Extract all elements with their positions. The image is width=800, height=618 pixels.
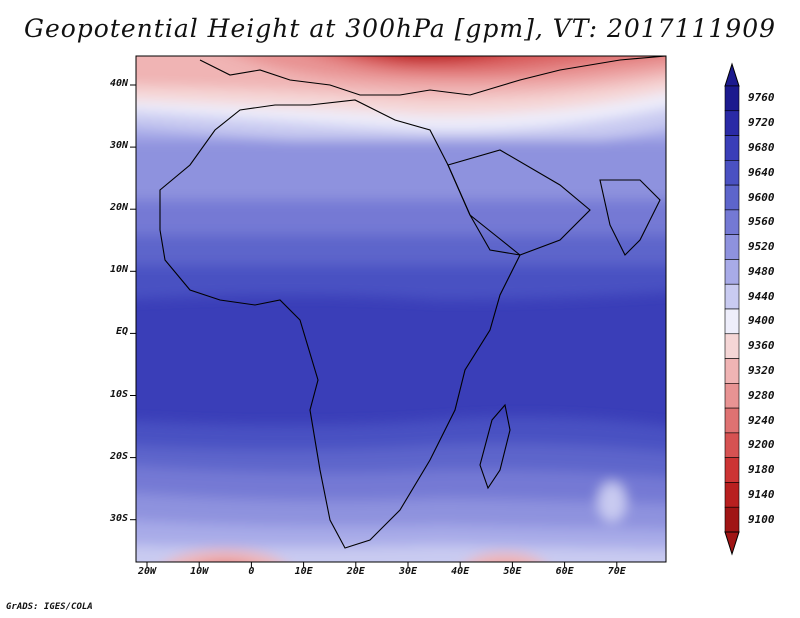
colorbar-segment — [724, 457, 740, 483]
colorbar-segment — [724, 85, 740, 112]
colorbar-level-label: 9720 — [748, 116, 775, 130]
colorbar-segment — [724, 432, 740, 458]
band-north-9200 — [348, 56, 555, 67]
colorbar-level-label: 9480 — [748, 264, 775, 278]
longitude-label: 10E — [294, 566, 313, 577]
latitude-label: 20N — [109, 202, 128, 214]
longitude-ticks — [146, 562, 618, 568]
indian-ocean-patch — [598, 482, 626, 522]
colorbar-level-label: 9100 — [748, 512, 775, 526]
colorbar-segment — [724, 333, 740, 359]
colorbar-segment — [724, 358, 740, 384]
longitude-label: 20W — [137, 566, 157, 577]
longitude-label: 40E — [451, 566, 470, 577]
colorbar-level-label: 9200 — [748, 438, 775, 452]
colorbar-extend-min — [724, 531, 740, 556]
south-core-west-9360 — [169, 550, 281, 562]
colorbar-level-label: 9560 — [748, 215, 775, 229]
colorbar-segment — [724, 209, 740, 235]
colorbar-level-label: 9760 — [748, 91, 775, 105]
colorbar-segment — [724, 283, 740, 310]
arabian-peninsula-coastline — [447, 149, 591, 256]
colorbar-segment — [724, 308, 740, 335]
latitude-ticks — [130, 84, 136, 521]
colorbar-level-label: 9240 — [748, 413, 775, 427]
colorbar-segment — [724, 110, 740, 136]
latitude-label: 20S — [109, 450, 128, 462]
colorbar-segment — [724, 234, 740, 260]
longitude-label: 20E — [346, 566, 365, 577]
madagascar-coastline — [479, 403, 511, 490]
longitude-label: 50E — [503, 566, 522, 577]
colorbar-level-label: 9360 — [748, 339, 775, 353]
longitude-label: 10W — [190, 566, 209, 577]
colorbar-segment — [724, 160, 740, 186]
longitude-label: 60E — [555, 566, 574, 577]
latitude-label: 30S — [109, 512, 128, 524]
colorbar-segment — [724, 407, 740, 434]
colorbar-level-label: 9140 — [748, 487, 775, 501]
longitude-label: 30E — [398, 566, 418, 577]
colorbar-extend-max — [724, 62, 740, 87]
colorbar-level-label: 9180 — [748, 463, 775, 477]
colorbar-segment — [724, 506, 740, 533]
colorbar-level-label: 9320 — [748, 363, 775, 377]
map-frame — [135, 55, 667, 563]
latitude-label: 10S — [109, 388, 128, 400]
band-tropics-9640 — [136, 265, 666, 300]
colorbar-level-label: 9280 — [748, 388, 775, 402]
latitude-label: EQ — [115, 326, 128, 338]
band-north-9140 — [382, 56, 481, 61]
colorbar-segment — [724, 184, 740, 211]
latitude-label: 10N — [109, 264, 128, 276]
africa-coastline — [159, 99, 521, 549]
europe-coastline — [199, 56, 666, 96]
india-coastline — [599, 179, 661, 256]
colorbar-level-label: 9520 — [748, 240, 775, 254]
latitude-label: 30N — [109, 140, 128, 152]
colorbar-level-label: 9400 — [748, 314, 775, 328]
colorbar-segment — [724, 135, 740, 161]
colorbar-segment — [724, 482, 740, 508]
colorbar-level-label: 9440 — [748, 289, 775, 303]
colorbar-segment — [724, 259, 740, 285]
chart-title: Geopotential Height at 300hPa [gpm], VT:… — [23, 14, 777, 43]
coastlines — [159, 56, 666, 549]
longitude-label: 0 — [248, 566, 255, 577]
colorbar-segment — [724, 383, 740, 409]
colorbar-level-label: 9600 — [748, 190, 775, 204]
colorbar-level-label: 9640 — [748, 165, 775, 179]
longitude-label: 70E — [607, 566, 626, 577]
grads-credit: GrADS: IGES/COLA — [6, 602, 93, 612]
south-core-east-9360 — [468, 553, 542, 562]
latitude-label: 40N — [109, 78, 128, 89]
colorbar-level-label: 9680 — [748, 140, 775, 154]
